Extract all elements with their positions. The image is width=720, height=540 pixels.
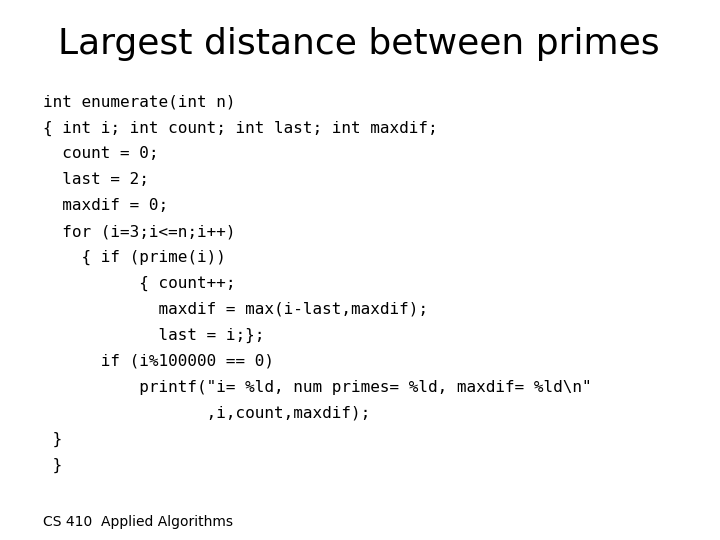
Text: if (i%100000 == 0): if (i%100000 == 0) bbox=[43, 354, 274, 369]
Text: maxdif = 0;: maxdif = 0; bbox=[43, 198, 168, 213]
Text: { int i; int count; int last; int maxdif;: { int i; int count; int last; int maxdif… bbox=[43, 120, 438, 136]
Text: maxdif = max(i-last,maxdif);: maxdif = max(i-last,maxdif); bbox=[43, 302, 428, 317]
Text: Largest distance between primes: Largest distance between primes bbox=[58, 27, 660, 61]
Text: last = i;};: last = i;}; bbox=[43, 328, 264, 343]
Text: { count++;: { count++; bbox=[43, 276, 235, 291]
Text: count = 0;: count = 0; bbox=[43, 146, 158, 161]
Text: { if (prime(i)): { if (prime(i)) bbox=[43, 250, 226, 265]
Text: ,i,count,maxdif);: ,i,count,maxdif); bbox=[43, 406, 371, 421]
Text: printf("i= %ld, num primes= %ld, maxdif= %ld\n": printf("i= %ld, num primes= %ld, maxdif=… bbox=[43, 380, 592, 395]
Text: for (i=3;i<=n;i++): for (i=3;i<=n;i++) bbox=[43, 224, 235, 239]
Text: last = 2;: last = 2; bbox=[43, 172, 149, 187]
Text: CS 410  Applied Algorithms: CS 410 Applied Algorithms bbox=[43, 515, 233, 529]
Text: }: } bbox=[43, 431, 63, 447]
Text: }: } bbox=[43, 457, 63, 472]
Text: int enumerate(int n): int enumerate(int n) bbox=[43, 94, 235, 110]
